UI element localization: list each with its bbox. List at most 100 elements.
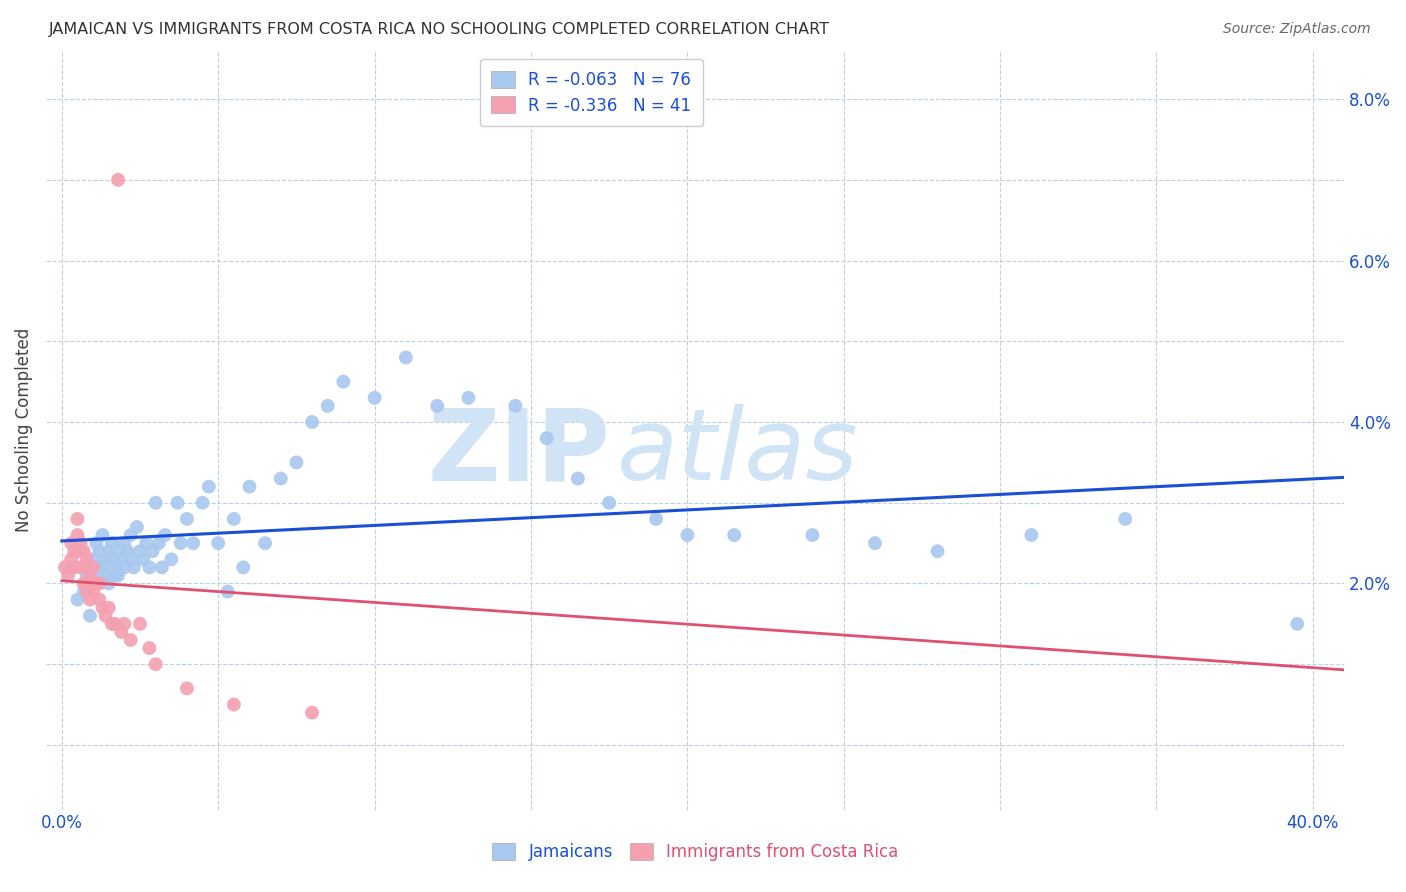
Point — [97, 544, 120, 558]
Point — [254, 536, 277, 550]
Point — [60, 552, 83, 566]
Legend: R = -0.063   N = 76, R = -0.336   N = 41: R = -0.063 N = 76, R = -0.336 N = 41 — [479, 59, 703, 126]
Point — [222, 698, 245, 712]
Text: ZIP: ZIP — [427, 404, 610, 501]
Point — [536, 431, 558, 445]
Point — [1286, 616, 1309, 631]
Point — [89, 592, 111, 607]
Point — [69, 544, 91, 558]
Point — [112, 560, 135, 574]
Point — [145, 657, 167, 672]
Point — [101, 536, 124, 550]
Point — [79, 592, 101, 607]
Point — [801, 528, 824, 542]
Point — [176, 512, 198, 526]
Point — [363, 391, 385, 405]
Point — [60, 560, 83, 574]
Point — [270, 471, 292, 485]
Point — [97, 600, 120, 615]
Point — [107, 173, 129, 187]
Point — [117, 544, 139, 558]
Point — [66, 592, 89, 607]
Text: atlas: atlas — [617, 404, 859, 501]
Point — [84, 560, 107, 574]
Point — [138, 560, 160, 574]
Point — [148, 536, 170, 550]
Point — [645, 512, 668, 526]
Point — [66, 512, 89, 526]
Point — [66, 544, 89, 558]
Point — [107, 544, 129, 558]
Point — [166, 496, 188, 510]
Point — [170, 536, 193, 550]
Point — [132, 552, 155, 566]
Point — [135, 536, 157, 550]
Point — [79, 568, 101, 582]
Point — [91, 560, 114, 574]
Point — [73, 584, 96, 599]
Point — [91, 600, 114, 615]
Point — [426, 399, 449, 413]
Point — [73, 576, 96, 591]
Point — [301, 415, 323, 429]
Point — [125, 520, 148, 534]
Point — [63, 544, 86, 558]
Point — [104, 568, 127, 582]
Point — [104, 560, 127, 574]
Point — [94, 552, 117, 566]
Point — [232, 560, 254, 574]
Point — [160, 552, 183, 566]
Y-axis label: No Schooling Completed: No Schooling Completed — [15, 328, 32, 533]
Point — [207, 536, 229, 550]
Point — [122, 560, 145, 574]
Text: JAMAICAN VS IMMIGRANTS FROM COSTA RICA NO SCHOOLING COMPLETED CORRELATION CHART: JAMAICAN VS IMMIGRANTS FROM COSTA RICA N… — [49, 22, 830, 37]
Point — [1021, 528, 1043, 542]
Text: Source: ZipAtlas.com: Source: ZipAtlas.com — [1223, 22, 1371, 37]
Point — [107, 568, 129, 582]
Point — [1114, 512, 1136, 526]
Point — [863, 536, 886, 550]
Point — [91, 528, 114, 542]
Point — [176, 681, 198, 696]
Point — [153, 528, 176, 542]
Point — [181, 536, 204, 550]
Point — [104, 616, 127, 631]
Point — [191, 496, 214, 510]
Point — [285, 455, 308, 469]
Point — [66, 528, 89, 542]
Point — [89, 544, 111, 558]
Point — [112, 616, 135, 631]
Point — [301, 706, 323, 720]
Point — [69, 536, 91, 550]
Point — [120, 552, 142, 566]
Point — [145, 496, 167, 510]
Point — [101, 552, 124, 566]
Point — [120, 528, 142, 542]
Point — [79, 608, 101, 623]
Point — [217, 584, 239, 599]
Point — [457, 391, 479, 405]
Point — [63, 560, 86, 574]
Point — [82, 552, 104, 566]
Point — [110, 624, 132, 639]
Point — [53, 560, 76, 574]
Point — [927, 544, 949, 558]
Point — [89, 576, 111, 591]
Point — [150, 560, 173, 574]
Point — [238, 480, 260, 494]
Point — [82, 560, 104, 574]
Point — [598, 496, 620, 510]
Point — [141, 544, 163, 558]
Point — [676, 528, 699, 542]
Point — [76, 568, 98, 582]
Point — [505, 399, 527, 413]
Point — [82, 576, 104, 591]
Point — [69, 560, 91, 574]
Point — [138, 641, 160, 656]
Point — [101, 616, 124, 631]
Point — [84, 536, 107, 550]
Point — [97, 576, 120, 591]
Point — [94, 608, 117, 623]
Point — [76, 552, 98, 566]
Point — [112, 536, 135, 550]
